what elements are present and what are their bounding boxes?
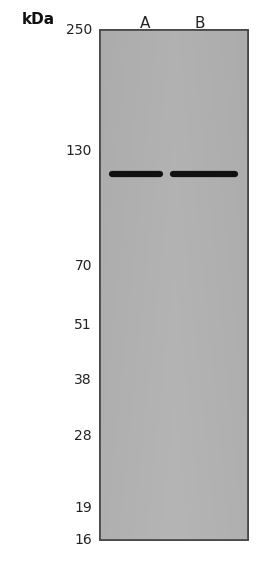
Text: 16: 16 bbox=[74, 533, 92, 547]
Text: 70: 70 bbox=[74, 259, 92, 273]
Text: kDa: kDa bbox=[22, 12, 55, 27]
Text: 19: 19 bbox=[74, 501, 92, 515]
Text: 28: 28 bbox=[74, 429, 92, 443]
Text: 250: 250 bbox=[66, 23, 92, 37]
Bar bbox=[100, 30, 248, 540]
Text: 51: 51 bbox=[74, 318, 92, 332]
Text: 38: 38 bbox=[74, 373, 92, 387]
Text: 130: 130 bbox=[66, 144, 92, 158]
Bar bbox=[100, 30, 248, 540]
Text: B: B bbox=[195, 16, 205, 31]
Text: A: A bbox=[140, 16, 150, 31]
